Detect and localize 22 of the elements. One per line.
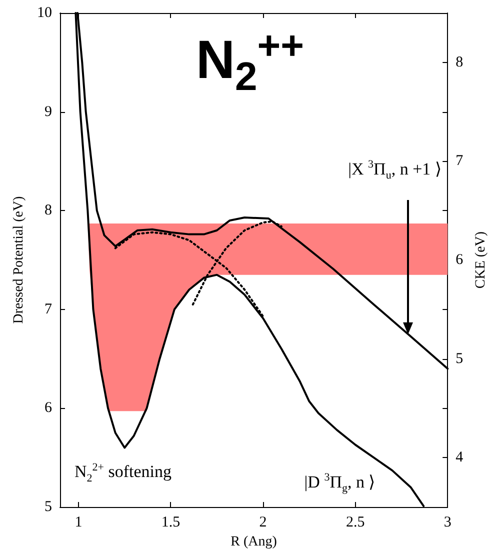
y2-tick-label: 8 bbox=[456, 54, 464, 70]
y2-tick-label: 6 bbox=[456, 252, 464, 268]
annotation: |D $^{3}$Π$_{g}$, n ⟩ bbox=[304, 471, 376, 495]
y2-tick-label: 4 bbox=[456, 450, 464, 466]
y2-tick-label: 7 bbox=[456, 153, 464, 170]
y-tick-label: 10 bbox=[37, 5, 52, 21]
y2-tick-label: 5 bbox=[456, 350, 464, 367]
y2-axis-title: CKE (eV) bbox=[474, 231, 488, 289]
y-axis-title: Dressed Potential (eV) bbox=[12, 196, 26, 324]
y-tick-label: 5 bbox=[44, 499, 52, 515]
y-tick-label: 8 bbox=[44, 202, 52, 219]
x-axis-title: R (Ang) bbox=[230, 534, 278, 550]
y-tick-label: 6 bbox=[44, 400, 52, 416]
x-tick-label: 2.5 bbox=[346, 514, 365, 530]
annotation: N$_{2}$$^{2+}$ softening bbox=[74, 461, 172, 485]
y-tick-label: 7 bbox=[44, 301, 52, 318]
x-tick-label: 1 bbox=[74, 514, 82, 530]
x-tick-label: 2 bbox=[259, 514, 267, 530]
x-tick-label: 3 bbox=[444, 514, 452, 530]
y-tick-label: 9 bbox=[44, 104, 52, 120]
x-tick-label: 1.5 bbox=[161, 514, 180, 530]
annotation: |X $^{3}$Π$_{u}$, n +1 ⟩ bbox=[348, 158, 442, 182]
